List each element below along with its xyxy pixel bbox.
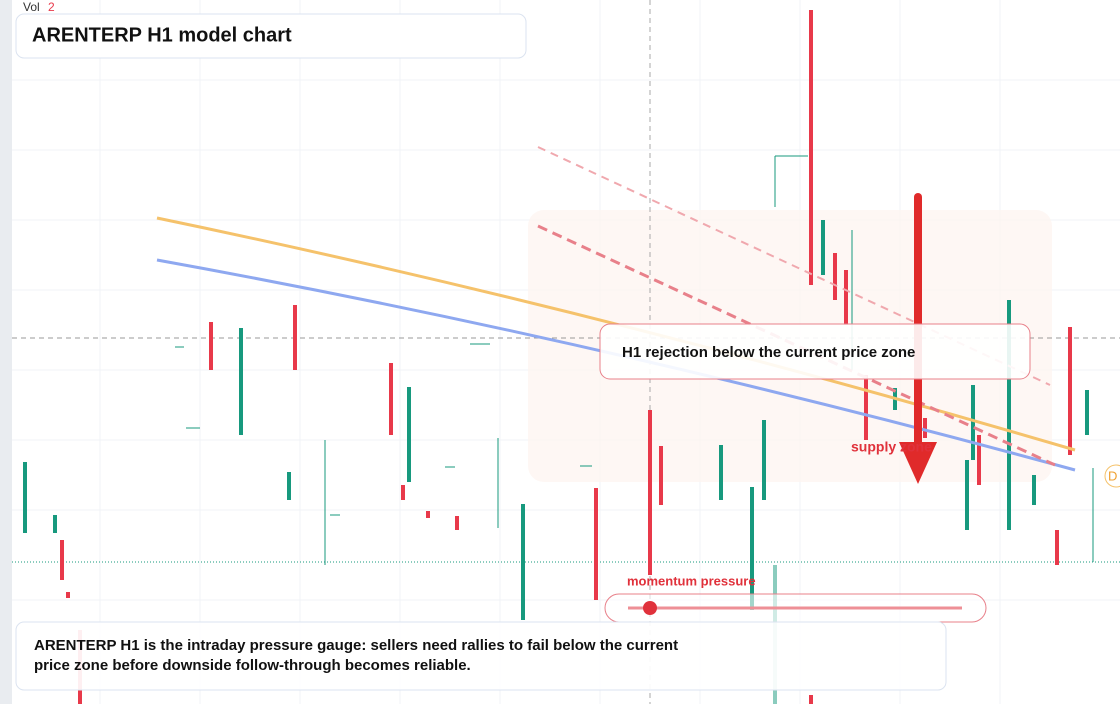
title-box [15,13,527,59]
note-wrap: ARENTERP H1 is the intraday pressure gau… [34,637,679,674]
note-box [15,621,947,691]
gauge-label: momentum pressure [627,573,756,588]
title: ARENTERP H1 model chart [32,24,292,46]
left-strip [0,0,12,704]
volume-value: 2 [48,0,55,14]
edge-badge [1104,464,1120,488]
volume-label: Vol [23,0,40,14]
zone-label: supply zone [851,439,932,455]
callout-box [599,323,1031,380]
gauge-dot [643,601,657,615]
trend-dashed-light [537,146,1051,386]
edge-badge-text: D [1108,468,1117,483]
note-text: ARENTERP H1 is the intraday pressure gau… [34,637,679,674]
arrow-head [899,442,937,484]
callout-text: H1 rejection below the current price zon… [622,344,915,361]
